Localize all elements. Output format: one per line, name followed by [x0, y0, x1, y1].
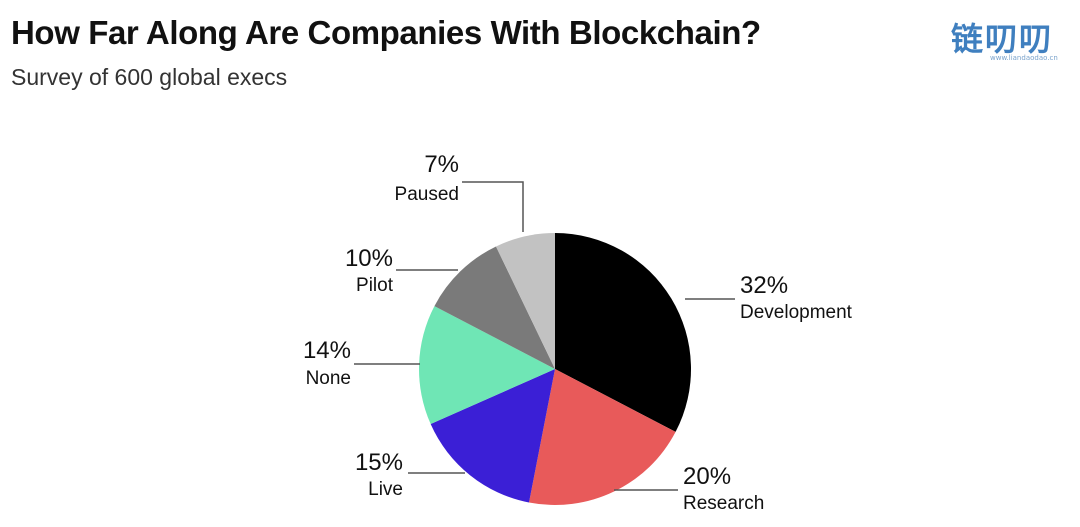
- slice-label-paused: Paused: [395, 184, 459, 205]
- pie-slice-pilot: [434, 246, 555, 369]
- slice-label-pilot: Pilot: [356, 275, 394, 296]
- watermark-logo-text: 链叨叨: [950, 20, 1053, 58]
- slice-labels: 32% Development 20% Research 15% Live 14% None 1…: [303, 151, 853, 514]
- chart-title: How Far Along Are Companies With Blockch…: [11, 14, 761, 51]
- pie-slice-paused: [495, 233, 555, 369]
- pie-slice-development: [555, 233, 692, 432]
- slice-label-research: Research: [683, 493, 764, 514]
- slice-percent-paused: 7%: [424, 151, 459, 178]
- watermark-logo-subtext: www.liandaodao.cn: [990, 54, 1058, 62]
- watermark-logo: 链叨叨 www.liandaodao.cn: [932, 14, 1072, 64]
- slice-percent-pilot: 10%: [345, 245, 393, 272]
- slice-label-development: Development: [740, 302, 853, 323]
- slice-percent-none: 14%: [303, 337, 351, 364]
- slice-percent-live: 15%: [355, 449, 403, 476]
- slice-percent-development: 32%: [740, 272, 788, 299]
- pie-slice-research: [529, 369, 676, 505]
- pie-slices: [418, 233, 692, 505]
- slice-label-live: Live: [368, 479, 403, 500]
- slice-percent-research: 20%: [683, 463, 731, 490]
- pie-slice-none: [418, 306, 555, 425]
- pie-slice-live: [430, 369, 555, 503]
- slice-label-none: None: [306, 368, 351, 389]
- label-leader-lines: [354, 181, 735, 491]
- leader-line-paused: [462, 181, 524, 232]
- chart-subtitle: Survey of 600 global execs: [11, 64, 288, 90]
